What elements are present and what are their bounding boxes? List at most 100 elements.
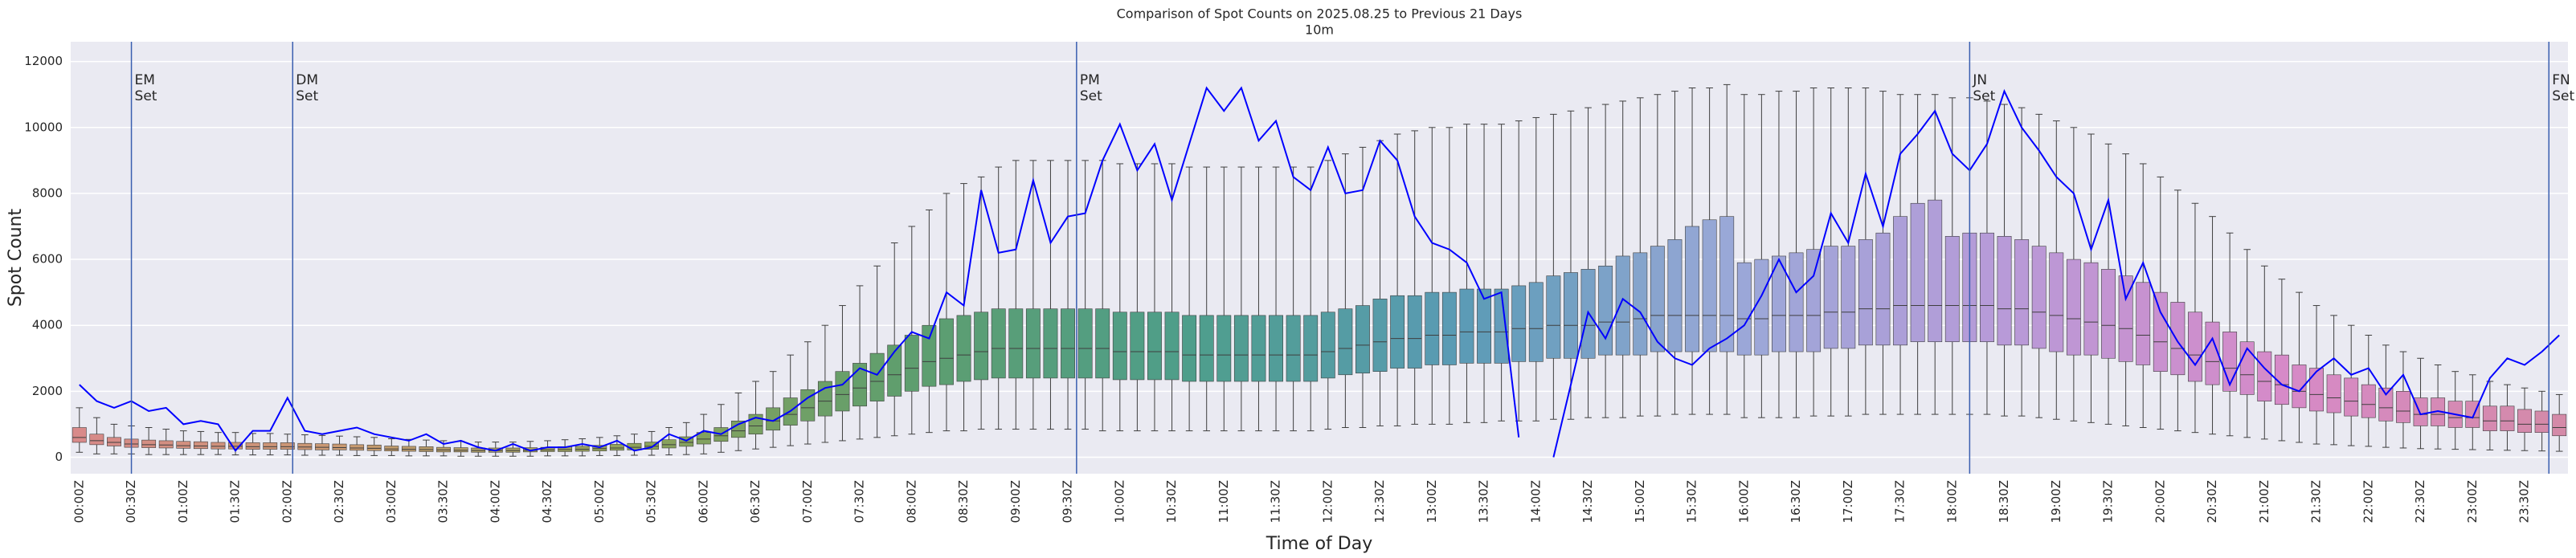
x-tick-label: 03:30Z [436, 480, 451, 523]
x-tick-label: 17:00Z [1841, 480, 1855, 523]
box [2378, 387, 2394, 422]
box [1944, 236, 1960, 343]
x-tick-label: 11:30Z [1269, 480, 1283, 523]
box [2482, 405, 2497, 431]
box [366, 444, 382, 451]
x-tick-label: 02:00Z [280, 480, 294, 523]
box [1303, 315, 1319, 382]
box [1928, 199, 1943, 343]
plot-area [71, 42, 2568, 474]
x-tick-label: 16:30Z [1789, 480, 1803, 523]
x-tick-label: 11:00Z [1216, 480, 1231, 523]
box [1233, 315, 1249, 382]
box [1754, 259, 1769, 356]
box [1494, 288, 1509, 364]
y-tick-label: 2000 [32, 384, 63, 398]
event-label: Set [2552, 88, 2574, 104]
event-label: Set [135, 88, 157, 104]
x-tick-label: 05:30Z [644, 480, 659, 523]
box [2205, 321, 2220, 385]
box [263, 442, 278, 450]
box [2465, 401, 2480, 428]
box [1667, 239, 1683, 352]
box [384, 446, 399, 451]
box [1546, 275, 1561, 359]
box [2361, 384, 2376, 418]
x-tick-label: 17:30Z [1893, 480, 1907, 523]
box [2396, 391, 2410, 423]
box [1875, 232, 1891, 346]
box [1841, 246, 1856, 349]
box [1685, 226, 1699, 352]
box [211, 442, 226, 450]
box [2534, 410, 2549, 433]
box [453, 447, 468, 453]
box [1008, 308, 1024, 379]
box [1650, 246, 1665, 352]
box [1806, 249, 1822, 352]
box [107, 437, 121, 446]
box [939, 318, 954, 385]
box [1095, 308, 1110, 379]
x-tick-label: 10:30Z [1164, 480, 1179, 523]
x-tick-label: 13:00Z [1425, 480, 1439, 523]
x-tick-label: 04:00Z [488, 480, 502, 523]
box [1459, 288, 1474, 364]
chart-subtitle: 10m [1305, 22, 1334, 38]
event-label: DM [296, 72, 318, 88]
x-tick-label: 08:30Z [956, 480, 971, 523]
box [1077, 308, 1093, 379]
box [696, 432, 711, 445]
x-tick-label: 14:30Z [1580, 480, 1595, 523]
box [1425, 291, 1440, 365]
y-tick-label: 4000 [32, 318, 63, 332]
box [1112, 312, 1127, 381]
x-axis-label: Time of Day [1266, 534, 1372, 554]
box [2083, 262, 2099, 356]
x-tick-label: 02:30Z [332, 480, 346, 523]
box [1477, 288, 1491, 364]
event-label: Set [296, 88, 318, 104]
x-tick-label: 00:30Z [124, 480, 138, 523]
box [2049, 252, 2064, 352]
box [1564, 272, 1578, 359]
event-label: EM [135, 72, 155, 88]
x-tick-label: 06:30Z [748, 480, 763, 523]
box [2136, 282, 2151, 365]
box [1182, 315, 1197, 382]
box [1893, 216, 1907, 346]
box [956, 315, 971, 382]
box [2292, 365, 2307, 409]
x-tick-label: 12:00Z [1320, 480, 1335, 523]
box [1043, 308, 1058, 379]
box [2257, 351, 2272, 401]
x-tick-label: 20:30Z [2205, 480, 2219, 523]
x-tick-label: 13:30Z [1477, 480, 1491, 523]
x-tick-label: 07:30Z [853, 480, 867, 523]
box [505, 447, 521, 453]
box [904, 335, 919, 392]
x-tick-label: 01:00Z [176, 480, 190, 523]
x-tick-label: 10:00Z [1112, 480, 1126, 523]
box [1789, 252, 1804, 352]
y-tick-label: 12000 [24, 54, 63, 68]
x-tick-label: 08:00Z [904, 480, 918, 523]
event-label: FN [2552, 72, 2570, 88]
x-tick-label: 15:00Z [1633, 480, 1647, 523]
box [2344, 377, 2359, 417]
box [1441, 291, 1457, 365]
box [991, 308, 1006, 379]
box [280, 442, 295, 450]
box [1025, 308, 1041, 379]
box [141, 439, 157, 448]
y-tick-label: 8000 [32, 185, 63, 200]
box [1910, 202, 1925, 343]
box [1633, 252, 1648, 356]
box [1598, 265, 1613, 356]
box [419, 446, 434, 452]
box [574, 446, 590, 452]
box [1130, 312, 1145, 381]
box [1269, 315, 1283, 382]
x-tick-label: 16:00Z [1736, 480, 1751, 523]
